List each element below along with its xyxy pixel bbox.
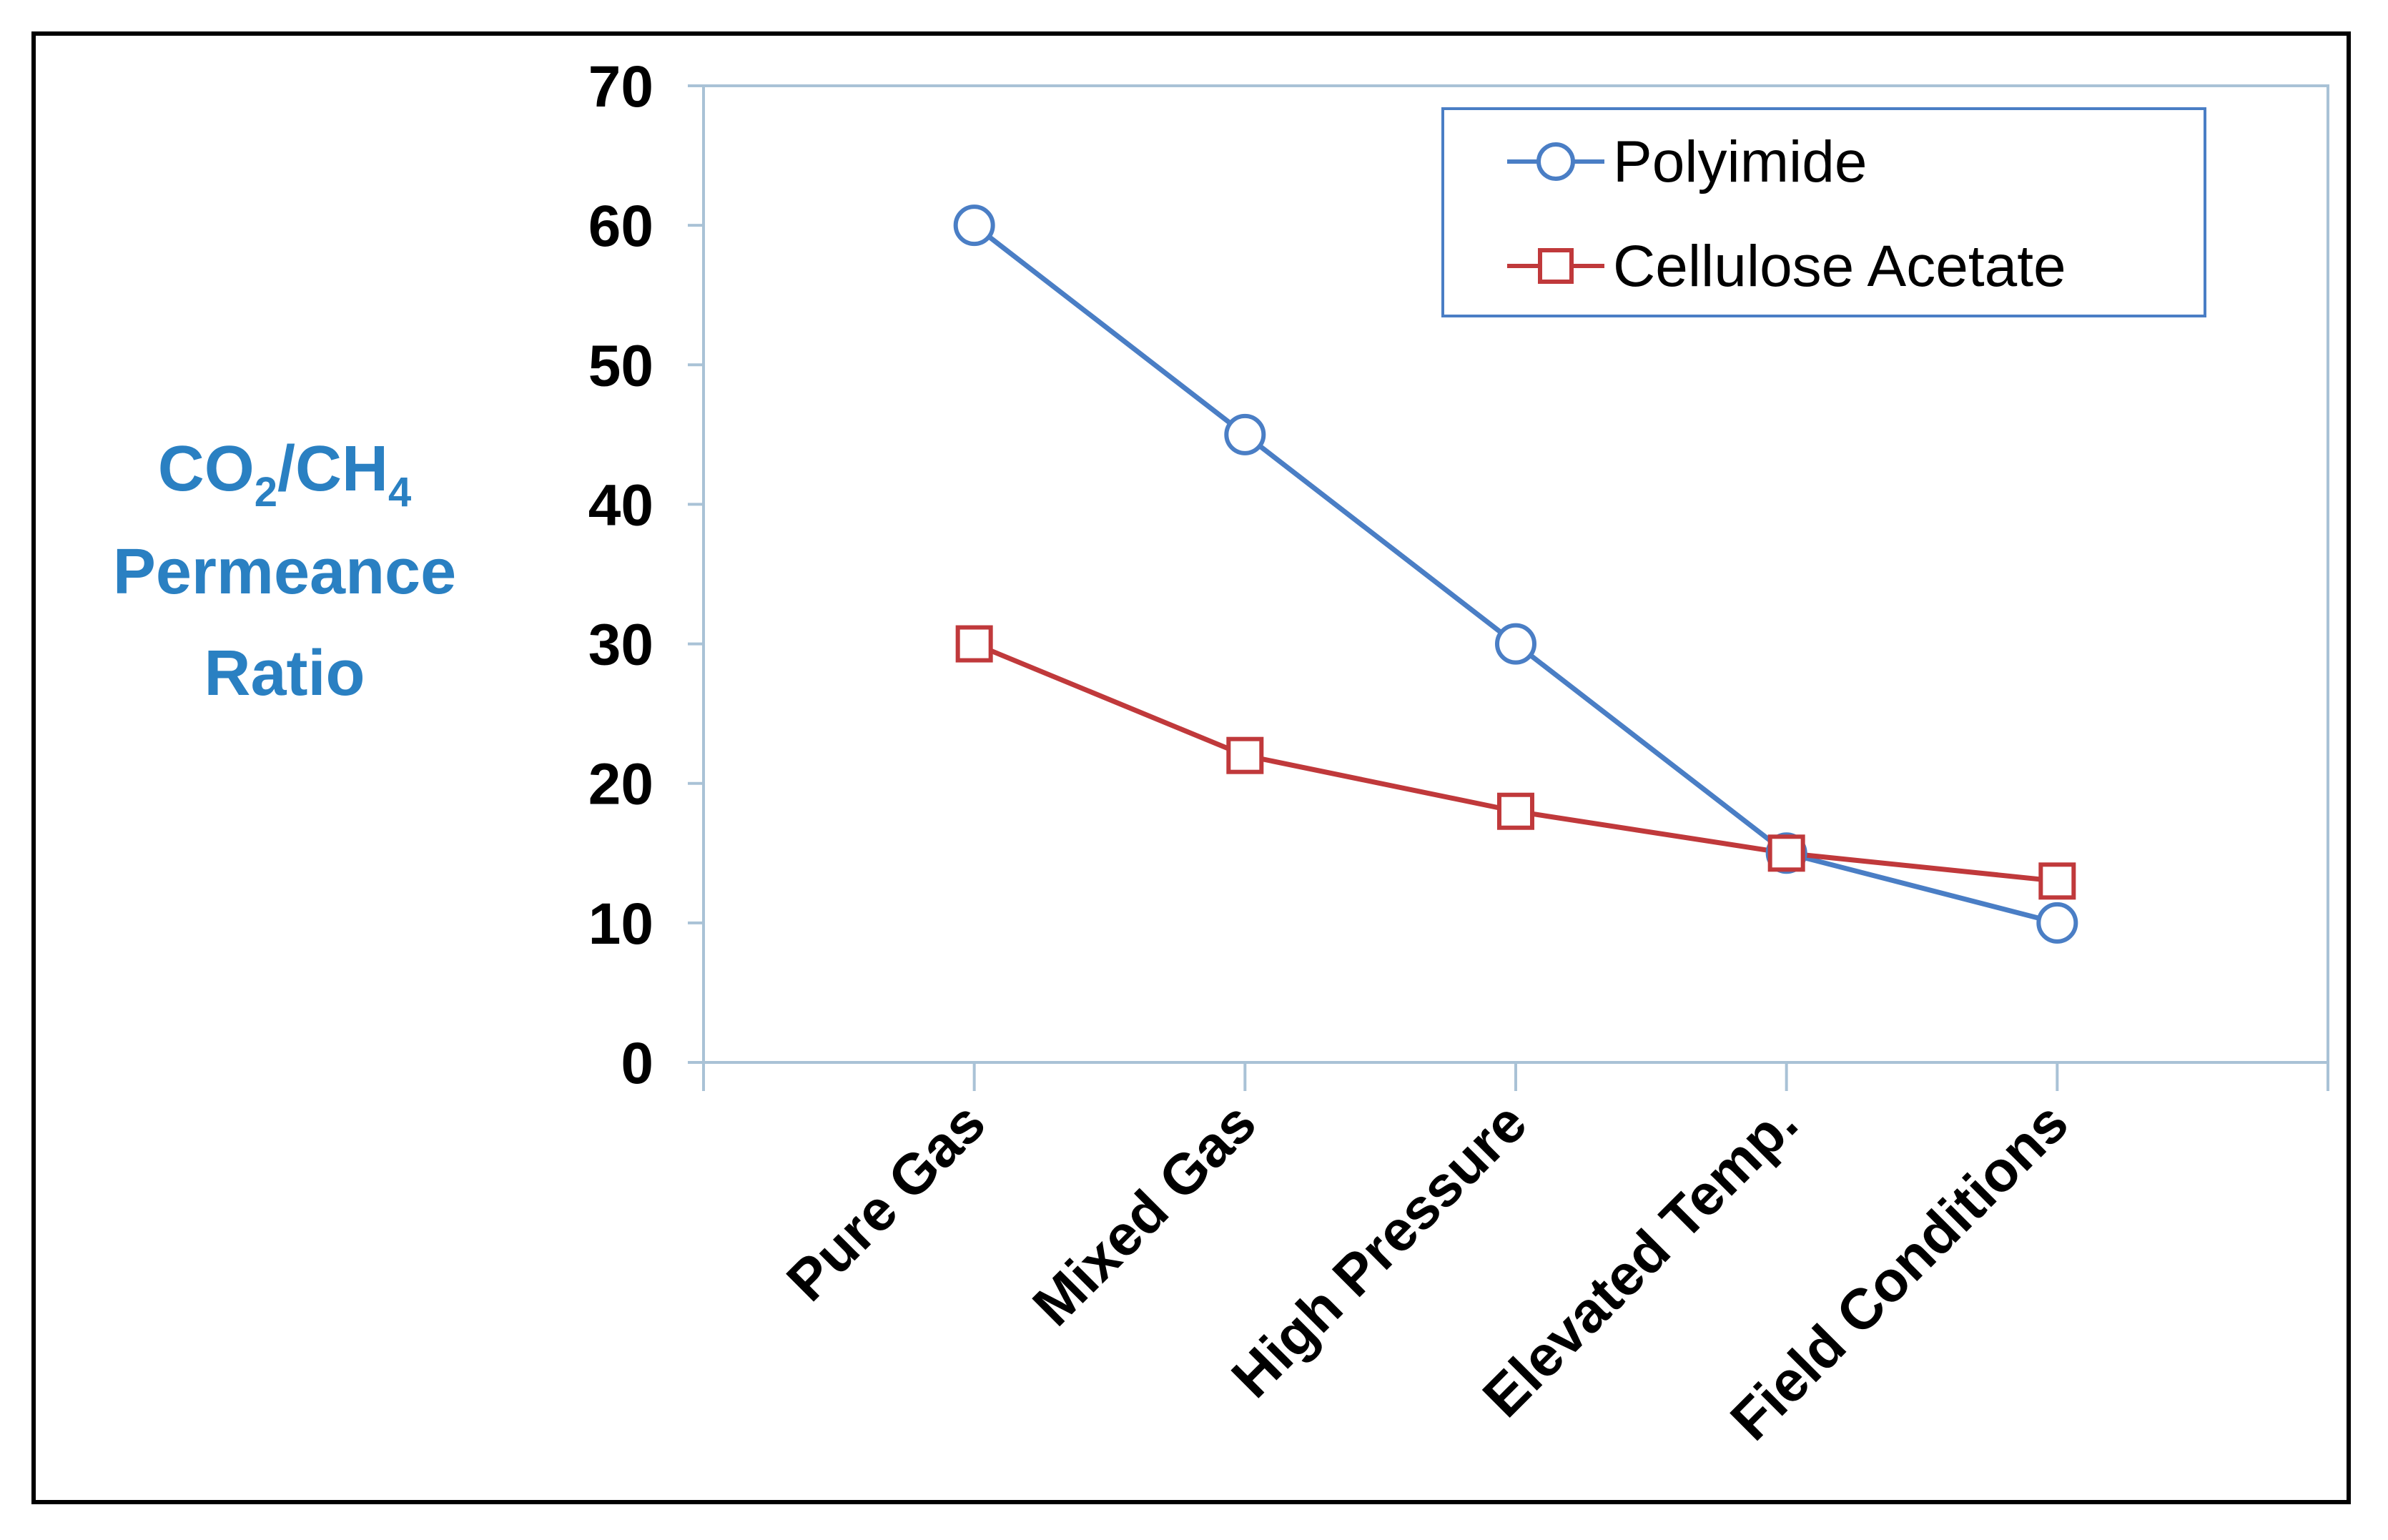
data-point-cellulose-acetate xyxy=(1226,736,1264,774)
y-axis-label-line2: Permeance xyxy=(113,536,456,608)
y-axis-label-line1: CO2/CH4 xyxy=(158,433,412,515)
y-axis-label-line3: Ratio xyxy=(204,638,365,709)
y-tick-label: 0 xyxy=(621,1031,653,1096)
data-point-cellulose-acetate xyxy=(1767,834,1805,872)
series-line-cellulose-acetate xyxy=(973,641,2058,884)
legend-item-polyimide: Polyimide xyxy=(1507,129,1867,194)
legend-label-polyimide: Polyimide xyxy=(1613,129,1867,194)
x-tick-label: Pure Gas xyxy=(774,1090,997,1313)
x-tick-label: High Pressure xyxy=(1220,1090,1539,1409)
data-point-cellulose-acetate xyxy=(1497,792,1534,830)
legend-item-cellulose-acetate: Cellulose Acetate xyxy=(1507,234,2066,299)
y-tick-label: 40 xyxy=(588,473,653,538)
legend-marker-circle-icon xyxy=(1536,142,1575,181)
y-tick-label: 70 xyxy=(588,54,653,119)
y-tick-label: 30 xyxy=(588,613,653,678)
y-tick-label: 10 xyxy=(588,892,653,957)
data-point-polyimide xyxy=(1495,623,1536,665)
y-tick-label: 60 xyxy=(588,194,653,259)
x-tick-label: Mixed Gas xyxy=(1020,1090,1268,1338)
data-point-polyimide xyxy=(953,204,995,247)
y-tick-label: 20 xyxy=(588,752,653,817)
y-tick-label: 50 xyxy=(588,333,653,398)
data-point-cellulose-acetate xyxy=(955,625,993,663)
y-axis-label: CO2/CH4 Permeance Ratio xyxy=(113,433,456,709)
legend-marker-square-icon xyxy=(1538,248,1574,284)
data-point-cellulose-acetate xyxy=(2038,862,2076,900)
series-layer xyxy=(953,204,2078,944)
legend: Polyimide Cellulose Acetate xyxy=(1441,107,2206,317)
data-point-polyimide xyxy=(1224,413,1266,455)
legend-label-cellulose-acetate: Cellulose Acetate xyxy=(1613,234,2066,299)
data-point-polyimide xyxy=(2036,902,2078,944)
